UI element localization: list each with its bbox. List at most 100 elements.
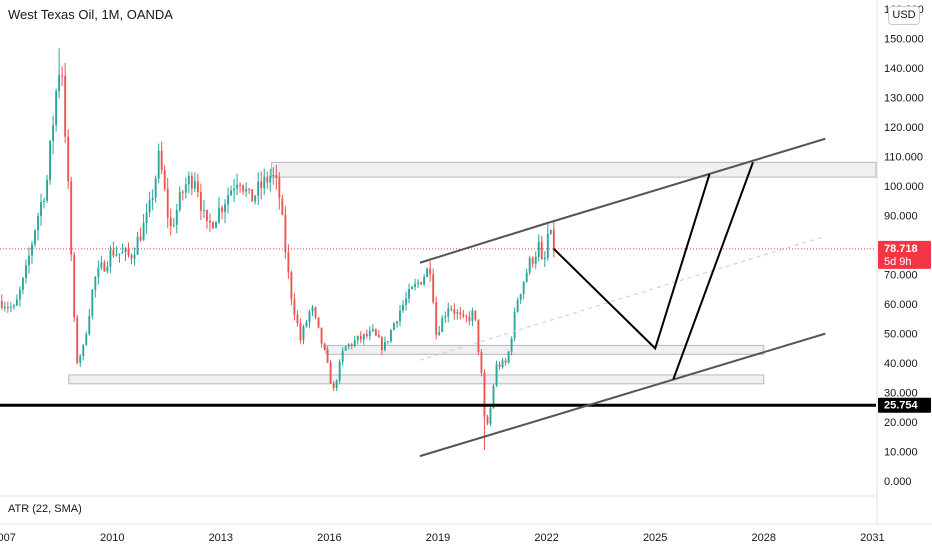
candle-body — [9, 306, 12, 308]
candle-body — [233, 188, 236, 191]
candle-body — [15, 299, 18, 306]
candle-body — [513, 311, 516, 339]
candle-body — [480, 352, 483, 373]
candle-body — [85, 334, 88, 345]
candle-body — [522, 281, 525, 294]
candle-body — [67, 136, 70, 182]
zone-rect-1 — [270, 161, 877, 178]
candle-body — [163, 170, 166, 189]
candle-body — [251, 189, 254, 202]
candle-body — [100, 262, 103, 268]
candle-body — [55, 91, 58, 126]
candle-body — [314, 307, 317, 318]
time-tick-label: 2019 — [426, 532, 450, 544]
candle-body — [326, 349, 329, 363]
candle-body — [230, 190, 233, 196]
price-tick-label: 70.000 — [884, 270, 918, 282]
candle-body — [492, 385, 495, 408]
candle-body — [275, 175, 278, 178]
candle-body — [34, 230, 36, 245]
price-tick-label: 150.000 — [884, 33, 924, 45]
candle-body — [184, 184, 187, 193]
candle-body — [423, 276, 426, 285]
candle-body — [296, 314, 299, 324]
candle-body — [417, 282, 420, 284]
candle-body — [465, 316, 468, 318]
candle-body — [495, 364, 498, 386]
candle-body — [462, 314, 465, 317]
candle-body — [438, 332, 441, 335]
last-price-badge-countdown: 5d 9h — [884, 256, 912, 268]
candle-body — [471, 310, 474, 321]
price-tick-label: 0.000 — [884, 476, 912, 488]
candle-body — [546, 233, 549, 258]
candle-body — [181, 191, 184, 193]
candle-body — [196, 181, 199, 193]
candle-body — [399, 310, 401, 322]
candle-body — [25, 265, 27, 279]
candle-body — [43, 200, 45, 202]
candle-body — [269, 175, 272, 183]
candle-body — [311, 307, 314, 312]
candle-body — [266, 176, 269, 183]
candle-body — [272, 175, 275, 177]
currency-button[interactable]: USD — [888, 6, 920, 25]
zone-rect-3 — [68, 374, 765, 385]
candle-body — [148, 200, 151, 213]
candle-body — [73, 254, 76, 318]
atr-indicator-label[interactable]: ATR (22, SMA) — [8, 503, 82, 515]
candle-body — [130, 255, 133, 259]
candle-body — [429, 268, 432, 275]
projection-path-2 — [672, 162, 754, 380]
candle-body — [37, 215, 39, 231]
candle-body — [169, 217, 172, 227]
candle-body — [281, 198, 284, 215]
time-tick-label: 2028 — [752, 532, 776, 544]
time-tick-label: 2031 — [860, 532, 884, 544]
candle-body — [257, 181, 260, 196]
time-tick-label: 2016 — [317, 532, 341, 544]
candle-body — [459, 312, 462, 315]
time-tick-label: 2010 — [100, 532, 124, 544]
channel-mid — [419, 235, 826, 361]
candle-body — [88, 315, 91, 335]
candle-body — [519, 293, 522, 301]
candle-body — [0, 301, 3, 308]
candle-body — [347, 344, 350, 347]
candle-body — [199, 192, 202, 211]
candle-body — [368, 330, 371, 337]
candle-body — [205, 209, 208, 221]
candle-body — [127, 248, 130, 256]
candle-body — [202, 209, 205, 211]
candle-body — [76, 317, 79, 363]
candle-body — [215, 222, 217, 229]
candle-body — [31, 244, 33, 256]
candle-body — [103, 262, 106, 272]
candle-body — [287, 252, 290, 273]
candle-body — [239, 185, 242, 187]
candle-body — [356, 335, 359, 341]
channel-lower — [419, 332, 826, 458]
candle-body — [510, 338, 513, 352]
candle-body — [531, 258, 534, 264]
candle-body — [242, 185, 245, 192]
candle-body — [507, 351, 510, 363]
candle-body — [552, 229, 555, 249]
candle-body — [193, 181, 196, 189]
candles-group — [0, 48, 555, 450]
candle-body — [61, 75, 64, 77]
candle-body — [396, 321, 398, 324]
candle-body — [344, 346, 347, 351]
candle-body — [444, 316, 447, 318]
candle-body — [335, 380, 338, 388]
candle-body — [350, 344, 353, 347]
candle-body — [426, 268, 429, 277]
candle-body — [94, 277, 97, 290]
price-tick-label: 40.000 — [884, 358, 918, 370]
candle-body — [525, 272, 528, 282]
candle-body — [40, 201, 42, 216]
candle-body — [221, 207, 223, 212]
candle-body — [540, 241, 543, 260]
price-tick-label: 100.000 — [884, 181, 924, 193]
